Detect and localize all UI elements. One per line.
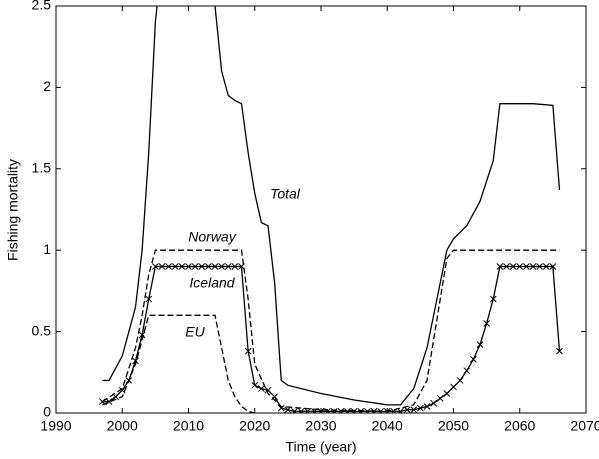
marker: [330, 408, 338, 413]
x-tick-label: 2030: [305, 418, 336, 434]
marker: [410, 406, 418, 413]
marker: [350, 408, 358, 413]
marker: [509, 263, 517, 270]
marker: [271, 393, 278, 401]
marker: [377, 408, 384, 413]
marker: [529, 263, 537, 270]
marker: [311, 408, 318, 413]
marker: [390, 408, 398, 413]
marker: [523, 263, 530, 270]
marker: [536, 263, 543, 270]
marker: [158, 263, 166, 270]
marker: [324, 408, 331, 413]
marker: [516, 263, 524, 270]
marker: [496, 263, 504, 270]
x-tick-label: 2060: [504, 418, 535, 434]
series-annotation: EU: [185, 324, 205, 340]
marker: [231, 263, 239, 270]
plot-frame: [55, 5, 587, 414]
marker: [542, 263, 550, 270]
x-tick-label: 2010: [173, 418, 204, 434]
series-annotation: Iceland: [189, 275, 235, 291]
marker: [218, 263, 225, 270]
series-line: [102, 6, 561, 406]
marker: [284, 406, 292, 413]
marker: [370, 408, 378, 413]
marker: [430, 399, 437, 407]
x-axis-label: Time (year): [285, 439, 356, 455]
marker: [191, 263, 199, 270]
marker: [112, 393, 119, 401]
series-line: [102, 314, 255, 413]
marker: [264, 386, 272, 394]
series-line: [102, 249, 560, 413]
marker: [118, 386, 126, 394]
marker: [483, 320, 490, 327]
marker: [476, 341, 484, 348]
series-line: [102, 265, 561, 413]
marker: [304, 408, 312, 413]
marker: [211, 263, 219, 270]
marker: [503, 263, 510, 270]
y-tick-label: 0: [43, 404, 51, 420]
series-annotation: Total: [270, 186, 301, 202]
y-tick-label: 1.5: [32, 160, 52, 176]
marker: [456, 377, 464, 384]
marker: [205, 263, 212, 270]
x-tick-label: 2000: [107, 418, 138, 434]
marker: [443, 390, 451, 397]
marker: [277, 404, 285, 412]
marker: [238, 263, 245, 270]
x-tick-label: 2040: [372, 418, 403, 434]
marker: [357, 408, 365, 413]
marker: [145, 295, 153, 303]
marker: [224, 263, 232, 270]
y-tick-label: 2: [43, 78, 51, 94]
marker: [337, 408, 345, 413]
marker: [198, 263, 206, 270]
marker: [556, 347, 563, 355]
y-axis-label: Fishing mortality: [5, 159, 21, 261]
y-tick-label: 1: [43, 241, 51, 257]
plot-area: [99, 6, 563, 413]
x-tick-label: 1990: [40, 418, 71, 434]
marker: [450, 383, 457, 391]
series-annotation: Norway: [188, 229, 236, 245]
marker: [138, 331, 146, 339]
marker: [132, 357, 139, 365]
y-tick-label: 2.5: [32, 0, 52, 13]
marker: [258, 385, 265, 392]
marker: [165, 263, 172, 270]
x-tick-label: 2020: [239, 418, 270, 434]
marker: [185, 263, 192, 270]
marker: [244, 347, 252, 355]
marker: [436, 394, 444, 402]
marker: [403, 406, 411, 413]
x-tick-label: 2070: [570, 418, 599, 434]
marker: [489, 295, 497, 303]
marker: [251, 381, 259, 389]
marker: [344, 408, 351, 413]
marker: [423, 403, 431, 410]
marker: [291, 408, 298, 413]
marker: [417, 404, 424, 412]
marker: [178, 263, 186, 270]
marker: [397, 408, 404, 413]
marker: [463, 367, 471, 375]
marker: [470, 355, 477, 363]
marker: [297, 408, 305, 413]
marker: [152, 263, 159, 270]
marker: [549, 263, 557, 270]
x-tick-label: 2050: [438, 418, 469, 434]
y-tick-label: 0.5: [32, 322, 52, 338]
marker: [364, 408, 371, 413]
marker: [171, 263, 179, 270]
